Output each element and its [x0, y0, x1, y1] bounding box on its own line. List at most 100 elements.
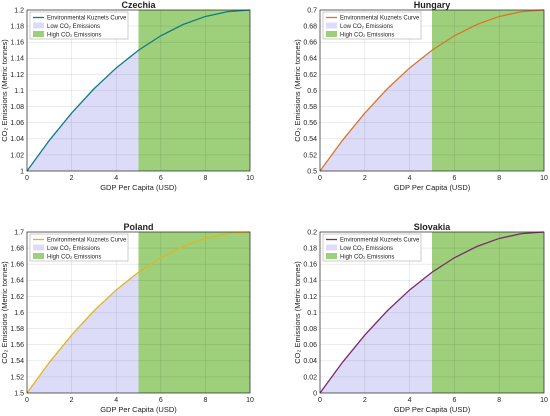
- high-emissions-region: [432, 232, 544, 393]
- y-axis-label: CO₂ Emissions (Metric tonnes): [293, 39, 302, 142]
- y-tick-label: 0.7: [307, 7, 317, 14]
- y-tick-label: 1.16: [10, 40, 24, 47]
- y-tick-label: 1.5: [14, 390, 24, 397]
- y-tick-label: 0.6: [307, 88, 317, 95]
- y-tick-label: 0.02: [303, 374, 317, 381]
- y-tick-label: 1.6: [14, 310, 24, 317]
- x-tick-label: 2: [363, 175, 367, 182]
- legend-swatch-high: [326, 31, 337, 37]
- y-tick-label: 1: [20, 168, 24, 175]
- legend: Environmental Kuznets Curve Low CO₂ Emiss…: [322, 11, 422, 40]
- y-tick-label: 0.66: [303, 40, 317, 47]
- x-tick-label: 4: [408, 175, 412, 182]
- y-tick-label: 0.12: [303, 294, 317, 301]
- y-tick-label: 1.58: [10, 326, 24, 333]
- x-tick-label: 4: [408, 397, 412, 404]
- axes-frame: [319, 9, 545, 172]
- legend-box: [322, 11, 422, 40]
- high-emissions-region: [138, 232, 250, 393]
- y-tick-label: 0.64: [303, 56, 317, 63]
- chart-panel-slovakia: 0 2 4 6 8 10 0 0.02 0.04 0.06 0.08 0.1 0.12 0.14 0.16 0…: [293, 222, 548, 414]
- y-tick-label: 1.56: [10, 342, 24, 349]
- legend-label-high: High CO₂ Emissions: [47, 33, 101, 39]
- x-tick-label: 10: [246, 397, 254, 404]
- y-tick-label: 0.1: [307, 310, 317, 317]
- x-tick-label: 8: [497, 397, 501, 404]
- y-tick-label: 0.08: [303, 326, 317, 333]
- low-emissions-region: [27, 50, 139, 171]
- legend-label-curve: Environmental Kuznets Curve: [47, 238, 127, 244]
- chart-panel-poland: 0 2 4 6 8 10 1.5 1.52 1.54 1.56 1.58 1.6 1.62 1.64 1.6…: [0, 222, 254, 414]
- x-tick-label: 8: [203, 175, 207, 182]
- y-tick-label: 0.04: [303, 358, 317, 365]
- axes-frame: [26, 231, 251, 394]
- legend-label-low: Low CO₂ Emissions: [47, 246, 100, 252]
- y-tick-label: 1.52: [10, 374, 24, 381]
- legend-label-high: High CO₂ Emissions: [340, 255, 394, 261]
- x-tick-label: 6: [159, 175, 163, 182]
- chart-title: Czechia: [121, 0, 156, 10]
- chart-title: Hungary: [414, 0, 451, 10]
- y-axis-label: CO₂ Emissions (Metric tonnes): [0, 261, 9, 364]
- legend-label-curve: Environmental Kuznets Curve: [340, 16, 420, 22]
- y-tick-label: 0.56: [303, 120, 317, 127]
- y-tick-label: 1.66: [10, 262, 24, 269]
- x-tick-label: 10: [540, 397, 548, 404]
- legend-swatch-low: [326, 22, 337, 29]
- x-axis-label: GDP Per Capita (USD): [394, 183, 471, 192]
- legend-swatch-low: [326, 244, 337, 251]
- y-tick-label: 0.16: [303, 262, 317, 269]
- legend: Environmental Kuznets Curve Low CO₂ Emiss…: [29, 11, 129, 40]
- x-tick-label: 6: [452, 397, 456, 404]
- y-tick-label: 1.02: [10, 152, 24, 159]
- y-tick-label: 0: [313, 390, 317, 397]
- legend-label-curve: Environmental Kuznets Curve: [47, 16, 127, 22]
- y-tick-label: 0.54: [303, 136, 317, 143]
- axes-frame: [26, 9, 251, 172]
- legend-box: [29, 11, 129, 40]
- legend-swatch-high: [33, 31, 44, 37]
- y-tick-label: 1.18: [10, 24, 24, 31]
- y-axis-label: CO₂ Emissions (Metric tonnes): [0, 39, 9, 142]
- x-axis-label: GDP Per Capita (USD): [100, 405, 177, 414]
- y-tick-label: 1.2: [14, 7, 24, 14]
- high-emissions-region: [432, 10, 544, 171]
- legend-label-low: Low CO₂ Emissions: [47, 24, 100, 30]
- x-tick-label: 0: [318, 175, 322, 182]
- low-emissions-region: [320, 272, 432, 393]
- high-emissions-region: [138, 10, 250, 171]
- x-tick-label: 2: [363, 397, 367, 404]
- legend: Environmental Kuznets Curve Low CO₂ Emiss…: [29, 233, 129, 262]
- low-emissions-region: [27, 272, 139, 393]
- series-line-kuznets-curve: [26, 9, 251, 172]
- low-emissions-region: [320, 50, 432, 171]
- legend: Environmental Kuznets Curve Low CO₂ Emiss…: [322, 233, 422, 262]
- y-tick-label: 1.06: [10, 120, 24, 127]
- series-line-kuznets-curve: [319, 9, 545, 172]
- x-tick-label: 2: [70, 397, 74, 404]
- y-tick-label: 0.5: [307, 168, 317, 175]
- y-tick-label: 0.52: [303, 152, 317, 159]
- y-tick-label: 0.14: [303, 278, 317, 285]
- chart-title: Poland: [123, 222, 153, 232]
- y-tick-label: 1.7: [14, 229, 24, 236]
- legend-label-high: High CO₂ Emissions: [47, 255, 101, 261]
- y-tick-label: 0.18: [303, 246, 317, 253]
- x-tick-label: 0: [318, 397, 322, 404]
- y-tick-label: 0.62: [303, 72, 317, 79]
- y-tick-label: 1.14: [10, 56, 24, 63]
- legend-label-curve: Environmental Kuznets Curve: [340, 238, 420, 244]
- chart-panel-czechia: 0 2 4 6 8 10 1 1.02 1.04 1.06 1.08 1.1 1.12 1.14 1.16 1…: [0, 0, 254, 192]
- y-tick-label: 1.62: [10, 294, 24, 301]
- y-tick-label: 0.2: [307, 229, 317, 236]
- y-tick-label: 1.64: [10, 278, 24, 285]
- y-tick-label: 1.12: [10, 72, 24, 79]
- series-line-kuznets-curve: [26, 231, 251, 394]
- legend-box: [29, 233, 129, 262]
- y-tick-label: 0.58: [303, 104, 317, 111]
- x-tick-label: 6: [452, 175, 456, 182]
- legend-swatch-high: [33, 253, 44, 259]
- x-tick-label: 10: [246, 175, 254, 182]
- x-tick-label: 10: [540, 175, 548, 182]
